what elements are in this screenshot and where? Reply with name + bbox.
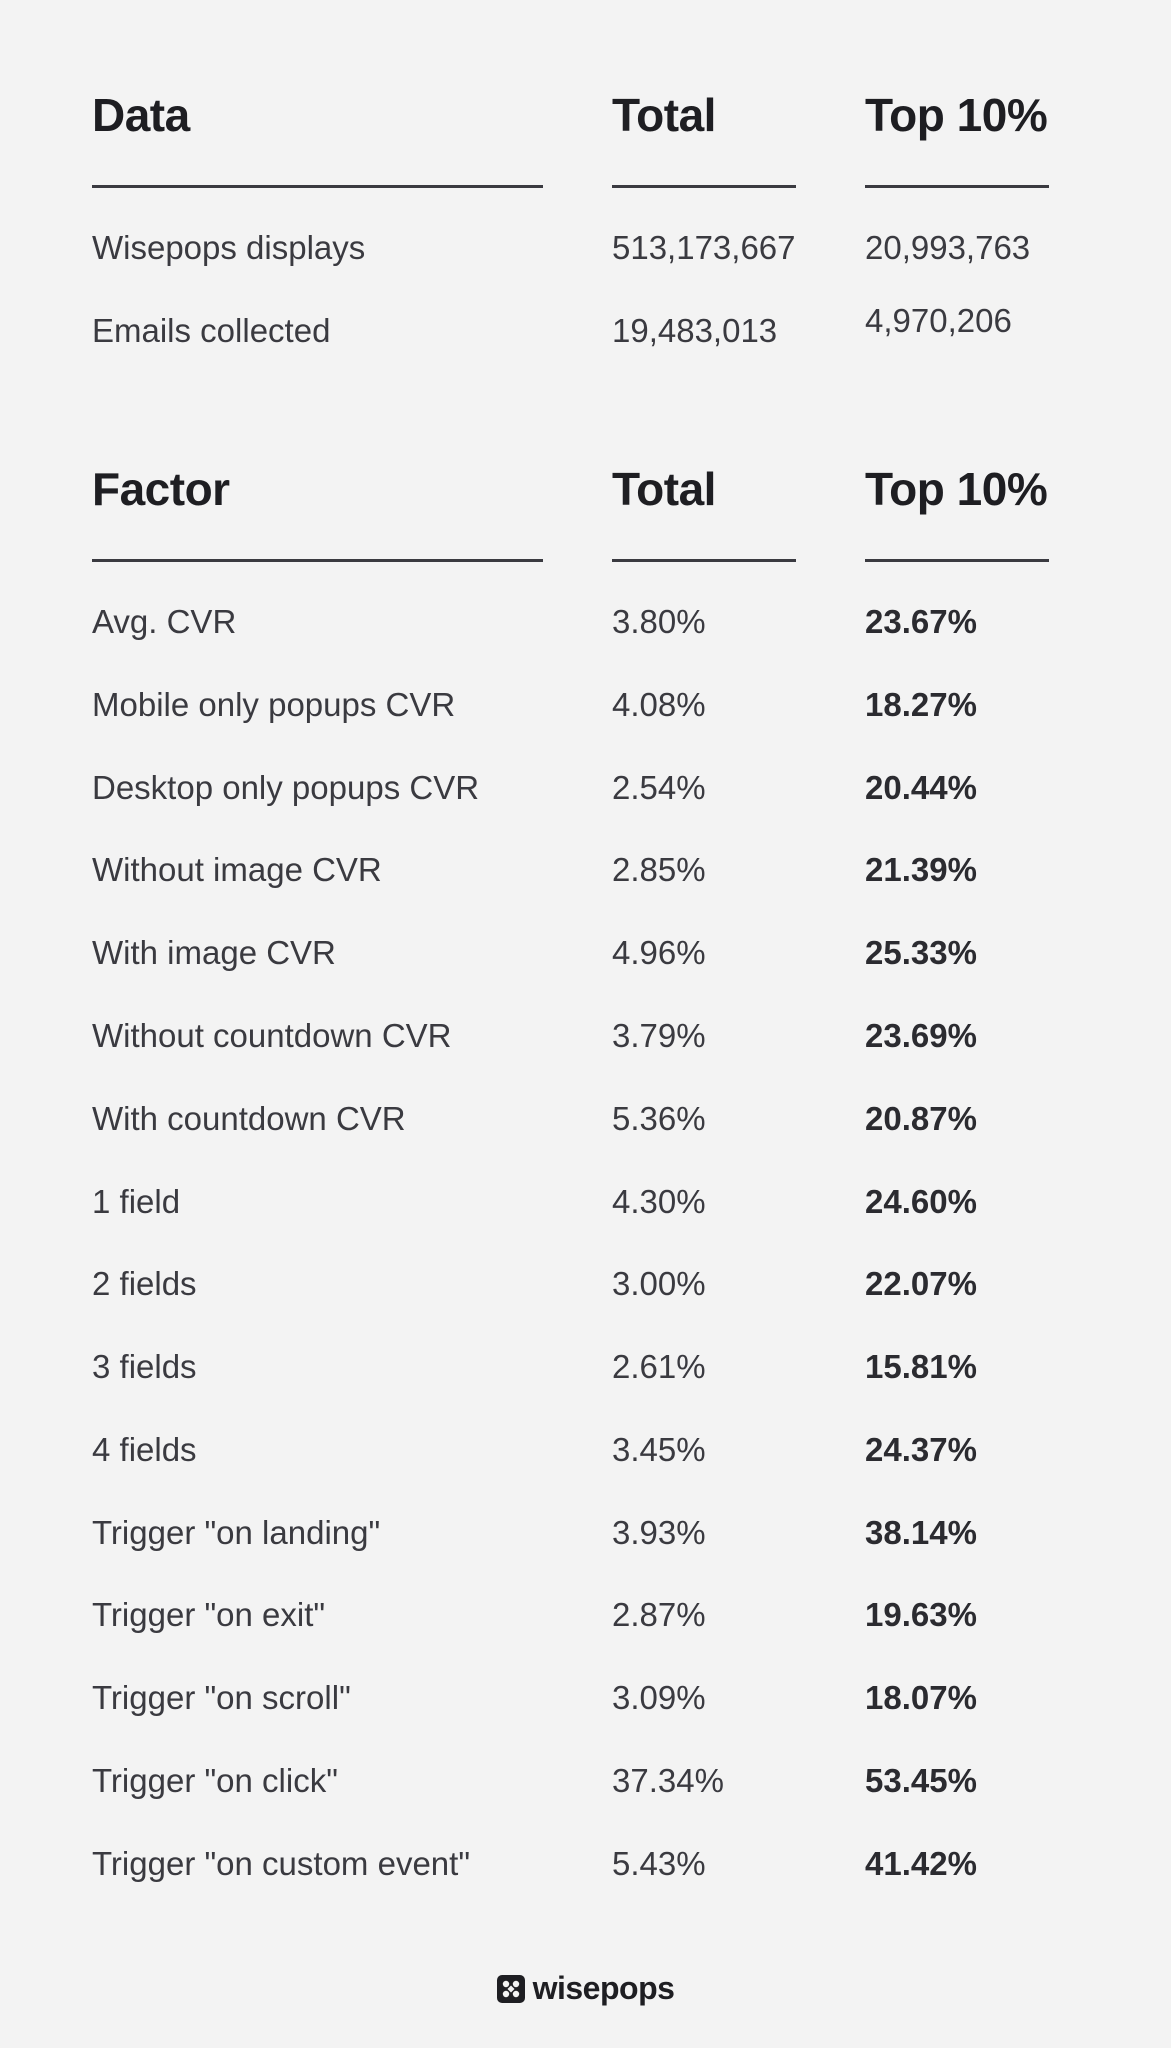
row-top: 41.42% — [865, 1845, 977, 1882]
row-total: 2.61% — [612, 1348, 706, 1385]
row-total: 37.34% — [612, 1762, 724, 1799]
table-row: Mobile only popups CVR 4.08% 18.27% — [92, 685, 1092, 745]
row-label: Without image CVR — [92, 851, 382, 888]
row-top: 38.14% — [865, 1514, 977, 1551]
row-label: Without countdown CVR — [92, 1017, 452, 1054]
table-row: With countdown CVR 5.36% 20.87% — [92, 1099, 1092, 1159]
row-label: Desktop only popups CVR — [92, 769, 480, 806]
row-label: Wisepops displays — [92, 229, 366, 266]
row-top: 53.45% — [865, 1762, 977, 1799]
row-top: 18.27% — [865, 686, 977, 723]
factor-header-label: Factor — [92, 463, 230, 515]
table-row: 2 fields 3.00% 22.07% — [92, 1264, 1092, 1324]
row-label: Avg. CVR — [92, 603, 237, 640]
row-total: 3.93% — [612, 1514, 706, 1551]
data-header-rule-top — [865, 185, 1049, 188]
row-total: 3.00% — [612, 1265, 706, 1302]
table-row: Without image CVR 2.85% 21.39% — [92, 850, 1092, 910]
table-row: 1 field 4.30% 24.60% — [92, 1182, 1092, 1242]
row-total: 2.87% — [612, 1596, 706, 1633]
row-total: 4.96% — [612, 934, 706, 971]
data-header-top: Top 10% — [865, 89, 1048, 141]
row-label: Emails collected — [92, 312, 331, 349]
data-header-rule-label — [92, 185, 543, 188]
row-top: 15.81% — [865, 1348, 977, 1385]
row-total: 5.36% — [612, 1100, 706, 1137]
factor-header-top: Top 10% — [865, 463, 1048, 515]
row-top: 21.39% — [865, 851, 977, 888]
row-label: Trigger "on landing" — [92, 1514, 381, 1551]
brand-name: wisepops — [532, 1970, 675, 2006]
table-row: Without countdown CVR 3.79% 23.69% — [92, 1016, 1092, 1076]
row-label: 3 fields — [92, 1348, 197, 1385]
row-top: 24.60% — [865, 1183, 977, 1220]
row-top: 20,993,763 — [865, 229, 1031, 266]
row-label: With image CVR — [92, 934, 336, 971]
data-table: Data Total Top 10% Wisepops displays 513… — [92, 88, 1092, 368]
table-row: 3 fields 2.61% 15.81% — [92, 1347, 1092, 1407]
row-total: 5.43% — [612, 1845, 706, 1882]
row-total: 2.85% — [612, 851, 706, 888]
row-total: 19,483,013 — [612, 312, 778, 349]
row-top: 23.69% — [865, 1017, 977, 1054]
row-total: 4.08% — [612, 686, 706, 723]
table-row: Wisepops displays 513,173,667 20,993,763 — [92, 228, 1092, 288]
table-row: Emails collected 19,483,013 4,970,206 — [92, 302, 1092, 371]
table-row: Trigger "on exit" 2.87% 19.63% — [92, 1595, 1092, 1655]
row-label: 4 fields — [92, 1431, 197, 1468]
row-top: 19.63% — [865, 1596, 977, 1633]
row-total: 3.45% — [612, 1431, 706, 1468]
row-label: Trigger "on click" — [92, 1762, 338, 1799]
row-total: 2.54% — [612, 769, 706, 806]
table-row: With image CVR 4.96% 25.33% — [92, 933, 1092, 993]
table-row: Trigger "on click" 37.34% 53.45% — [92, 1761, 1092, 1821]
row-label: Trigger "on exit" — [92, 1596, 326, 1633]
row-top: 22.07% — [865, 1265, 977, 1302]
factor-header-total: Total — [612, 463, 716, 515]
factor-header-rule-top — [865, 559, 1049, 562]
table-row: Trigger "on scroll" 3.09% 18.07% — [92, 1678, 1092, 1738]
table-row: Trigger "on landing" 3.93% 38.14% — [92, 1513, 1092, 1573]
data-header-total: Total — [612, 89, 716, 141]
row-total: 4.30% — [612, 1183, 706, 1220]
row-label: Trigger "on scroll" — [92, 1679, 351, 1716]
row-total: 3.09% — [612, 1679, 706, 1716]
row-top: 20.44% — [865, 769, 977, 806]
row-top: 20.87% — [865, 1100, 977, 1137]
row-top: 24.37% — [865, 1431, 977, 1468]
table-row: Avg. CVR 3.80% 23.67% — [92, 602, 1092, 662]
row-label: 1 field — [92, 1183, 181, 1220]
row-total: 3.79% — [612, 1017, 706, 1054]
data-header-label: Data — [92, 89, 190, 141]
row-top: 18.07% — [865, 1679, 977, 1716]
table-row: Trigger "on custom event" 5.43% 41.42% — [92, 1844, 1092, 1904]
row-top: 4,970,206 — [865, 302, 1012, 339]
data-header-rule-total — [612, 185, 796, 188]
row-total: 513,173,667 — [612, 229, 796, 266]
row-label: Trigger "on custom event" — [92, 1845, 471, 1882]
wisepops-logo-icon — [496, 1974, 525, 2003]
row-total: 3.80% — [612, 603, 706, 640]
row-top: 25.33% — [865, 934, 977, 971]
factor-table: Factor Total Top 10% Avg. CVR 3.80% 23.6… — [92, 462, 1092, 1902]
table-row: 4 fields 3.45% 24.37% — [92, 1430, 1092, 1490]
table-row: Desktop only popups CVR 2.54% 20.44% — [92, 768, 1092, 828]
row-label: Mobile only popups CVR — [92, 686, 456, 723]
factor-header-rule-label — [92, 559, 543, 562]
brand-footer: wisepops — [0, 1970, 1171, 2007]
factor-header-rule-total — [612, 559, 796, 562]
row-label: 2 fields — [92, 1265, 197, 1302]
row-label: With countdown CVR — [92, 1100, 406, 1137]
row-top: 23.67% — [865, 603, 977, 640]
